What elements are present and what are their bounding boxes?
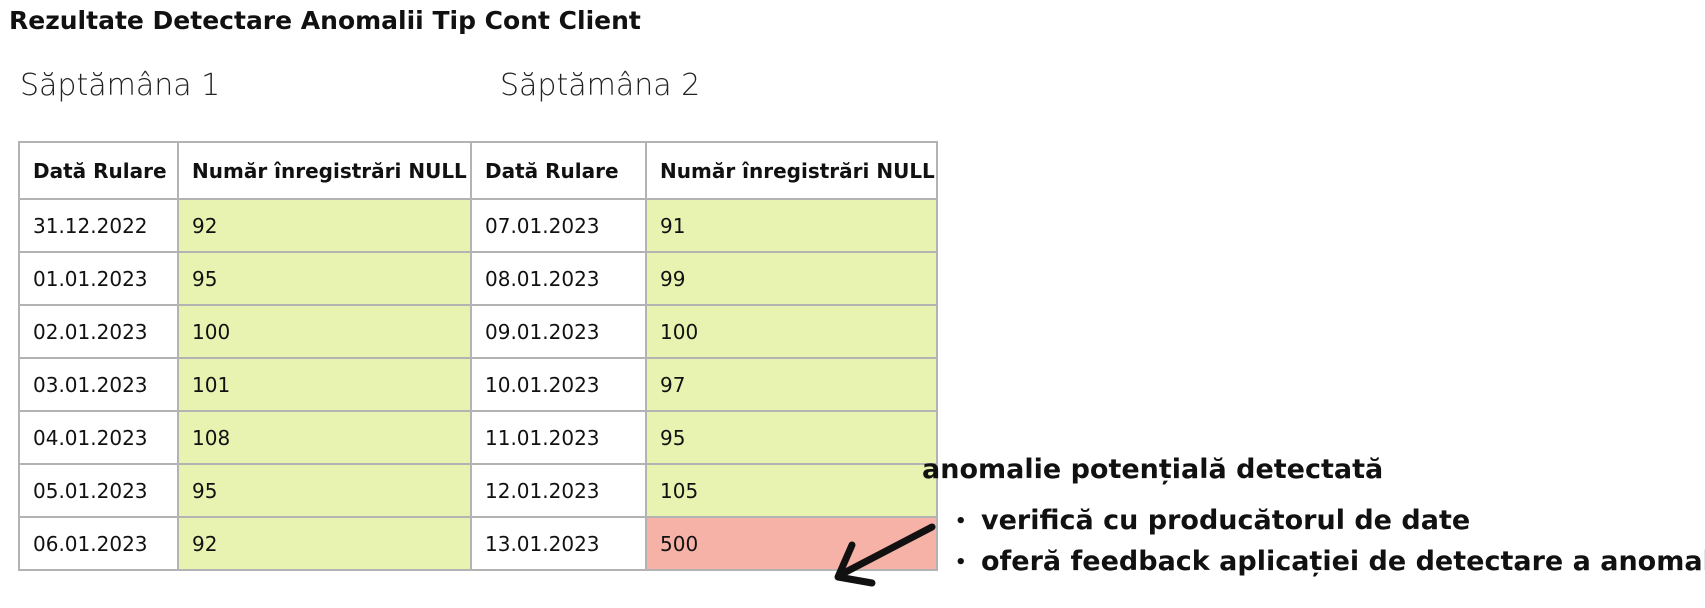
week-label: Săptămâna 1	[20, 68, 221, 103]
header-cell: Număr înregistrări NULL	[645, 141, 938, 200]
bullet-item: • oferă feedback aplicației de detectare …	[955, 546, 1705, 577]
date-cell: 04.01.2023	[18, 410, 179, 465]
null-count-cell: 92	[177, 516, 472, 571]
table-row: 31.12.2022 92 07.01.2023 91	[18, 198, 938, 253]
null-count-cell: 100	[177, 304, 472, 359]
table-row: 04.01.2023 108 11.01.2023 95	[18, 410, 938, 465]
header-cell: Dată Rulare	[18, 141, 179, 200]
table-row: 02.01.2023 100 09.01.2023 100	[18, 304, 938, 359]
null-count-cell: 97	[645, 357, 938, 412]
null-count-cell: 91	[645, 198, 938, 253]
null-count-cell: 100	[645, 304, 938, 359]
page-title: Rezultate Detectare Anomalii Tip Cont Cl…	[9, 6, 641, 35]
date-cell: 31.12.2022	[18, 198, 179, 253]
null-count-cell: 95	[177, 463, 472, 518]
date-cell: 08.01.2023	[470, 251, 647, 306]
header-cell: Dată Rulare	[470, 141, 647, 200]
header-cell: Număr înregistrări NULL	[177, 141, 472, 200]
date-cell: 12.01.2023	[470, 463, 647, 518]
table-body: 31.12.2022 92 07.01.2023 91 01.01.2023 95 08.0…	[18, 198, 938, 571]
table-row: 01.01.2023 95 08.01.2023 99	[18, 251, 938, 306]
date-cell: 07.01.2023	[470, 198, 647, 253]
null-count-cell: 101	[177, 357, 472, 412]
date-cell: 13.01.2023	[470, 516, 647, 571]
bullet-dot: •	[955, 511, 967, 532]
null-count-cell: 92	[177, 198, 472, 253]
date-cell: 06.01.2023	[18, 516, 179, 571]
table-row: 05.01.2023 95 12.01.2023 105	[18, 463, 938, 518]
null-count-cell: 95	[177, 251, 472, 306]
date-cell: 09.01.2023	[470, 304, 647, 359]
date-cell: 03.01.2023	[18, 357, 179, 412]
null-count-cell: 95	[645, 410, 938, 465]
null-count-cell: 105	[645, 463, 938, 518]
date-cell: 11.01.2023	[470, 410, 647, 465]
date-cell: 10.01.2023	[470, 357, 647, 412]
date-cell: 02.01.2023	[18, 304, 179, 359]
header-row: Dată Rulare Număr înregistrări NULL Dată R…	[18, 141, 938, 200]
date-cell: 05.01.2023	[18, 463, 179, 518]
bullet-text: verifică cu producătorul de date	[981, 505, 1471, 536]
null-count-cell: 108	[177, 410, 472, 465]
arrow	[834, 523, 936, 587]
date-cell: 01.01.2023	[18, 251, 179, 306]
annotation-title: anomalie potențială detectată	[922, 454, 1384, 485]
results-table: Dată Rulare Număr înregistrări NULL Dată R…	[18, 141, 938, 571]
bullet-item: • verifică cu producătorul de date	[955, 505, 1470, 536]
null-count-cell: 500	[645, 516, 938, 571]
week-label: Săptămâna 2	[500, 68, 701, 103]
bullet-text: oferă feedback aplicației de detectare a…	[981, 546, 1705, 577]
table-row: 06.01.2023 92 13.01.2023 500	[18, 516, 938, 571]
null-count-cell: 99	[645, 251, 938, 306]
table-row: 03.01.2023 101 10.01.2023 97	[18, 357, 938, 412]
bullet-dot: •	[955, 552, 967, 573]
